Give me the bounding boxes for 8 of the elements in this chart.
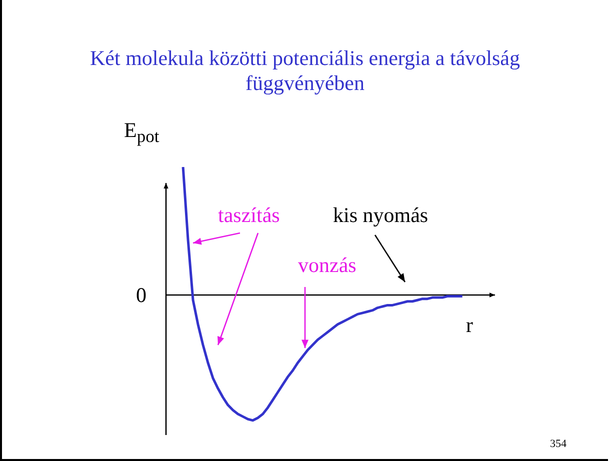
chart-title: Két molekula közötti potenciális energia a távolság függvényében (89, 46, 521, 96)
x-axis-title: r (466, 313, 473, 338)
annotation: taszítás (218, 203, 280, 228)
text: 0 (136, 283, 146, 308)
annotation: kis nyomás (333, 203, 428, 228)
y-axis-title: E$_{pot}$ (124, 118, 160, 148)
annotation: vonzás (298, 253, 356, 278)
text: 354 (550, 438, 566, 450)
